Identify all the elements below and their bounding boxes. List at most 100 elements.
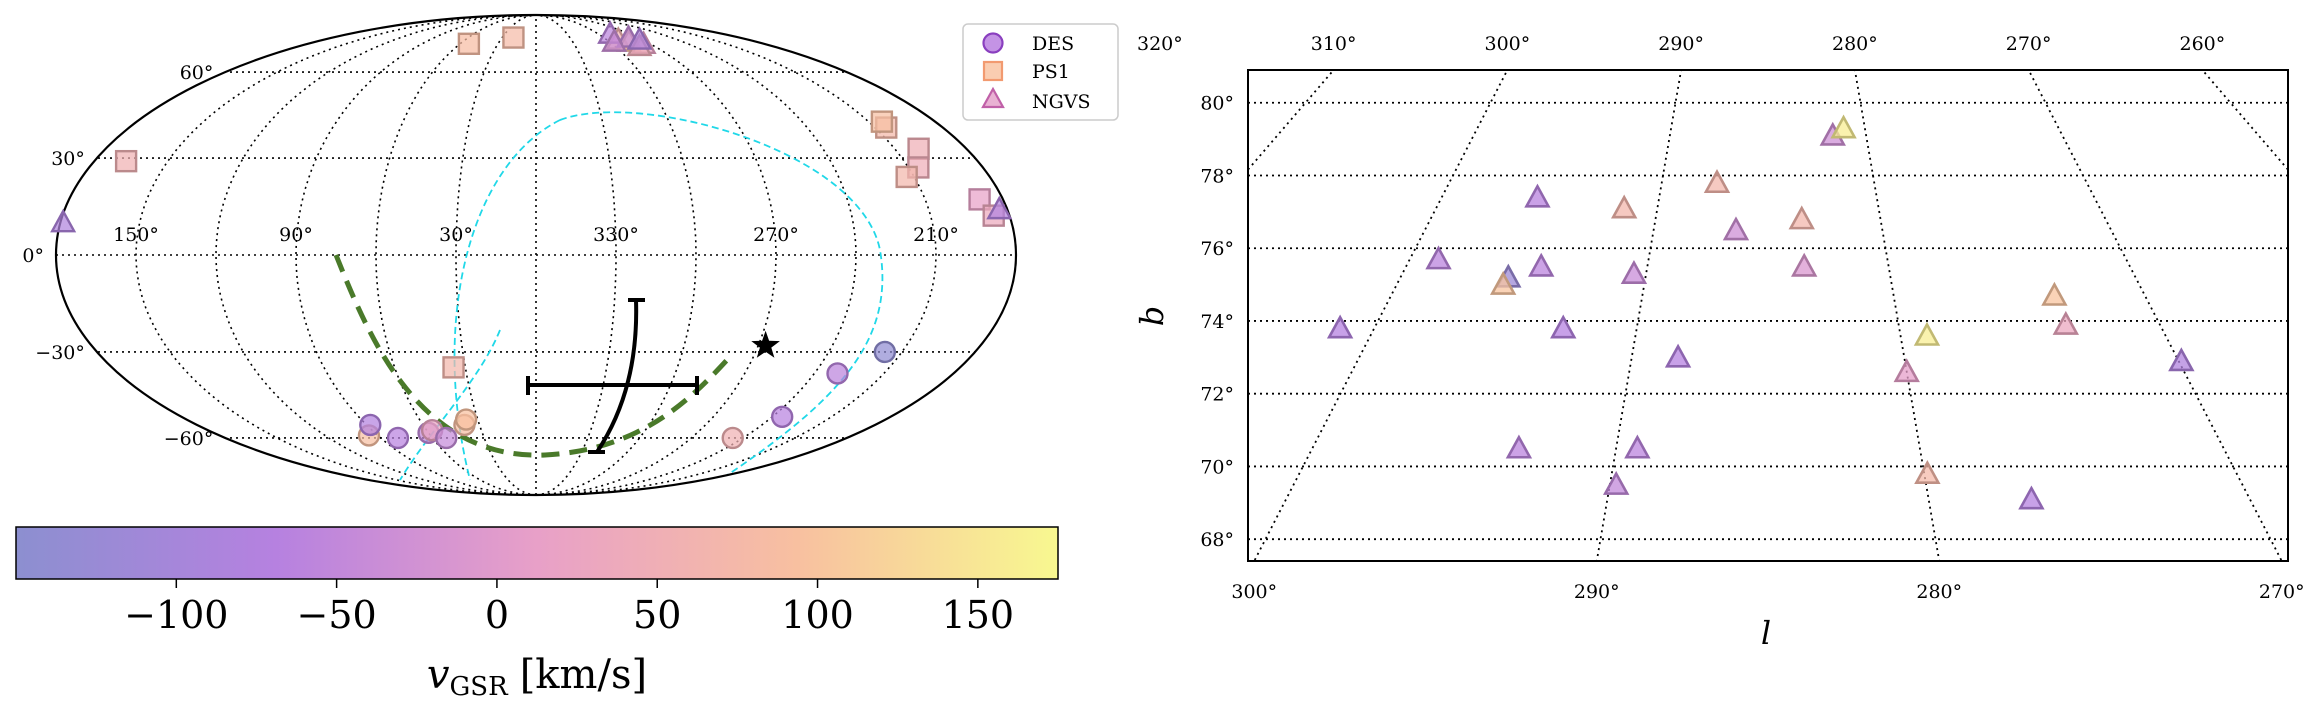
ngvs-zoom-point <box>1425 245 1452 270</box>
legend-des-marker <box>982 32 1004 54</box>
ngvs-zoom-point <box>1603 470 1630 495</box>
ngvs-zoom-point <box>1489 270 1517 295</box>
longitude-tick-label: 90° <box>279 224 313 246</box>
ps1-point <box>870 110 894 133</box>
zoom-bottom-tick-label: 280° <box>1916 581 1962 603</box>
zoom-top-tick-label: 290° <box>1658 33 1704 55</box>
zoom-y-tick-label: 76° <box>1200 238 1234 260</box>
mollweide-graticule <box>56 15 1016 495</box>
star-marker <box>751 330 780 358</box>
latitude-tick-label: −30° <box>35 342 85 364</box>
ngvs-zoom-point <box>1703 169 1731 194</box>
great-circle-lower <box>399 329 501 481</box>
meridian-line <box>535 15 937 495</box>
latitude-tick-label: 60° <box>180 62 214 84</box>
ngvs-point <box>601 28 628 52</box>
zoom-graticule <box>1248 70 2288 561</box>
colorbar-tick-label: 100 <box>781 593 854 637</box>
zoom-y-tick-label: 68° <box>1200 529 1234 551</box>
ngvs-zoom-point <box>1528 252 1555 277</box>
des-point <box>770 405 794 429</box>
colorbar-tick-label: −100 <box>124 593 228 637</box>
ngvs-zoom-point <box>1524 183 1551 208</box>
ngvs-zoom-point <box>1722 216 1750 241</box>
latitude-tick-label: 30° <box>51 148 85 170</box>
ps1-point <box>907 137 930 160</box>
colorbar-label: vGSR [km/s] <box>427 652 647 702</box>
zoom-x-axis-label: l <box>1761 614 1771 652</box>
meridian-line <box>535 15 777 495</box>
ngvs-zoom-point <box>2168 347 2195 372</box>
zoom-axes-frame <box>1247 69 2289 562</box>
latitude-tick-label: 0° <box>22 245 44 267</box>
des-point <box>721 426 744 450</box>
des-point <box>359 413 382 437</box>
ngvs-zoom-point <box>2052 310 2080 335</box>
ps1-point <box>114 149 138 173</box>
zoom-y-tick-label: 78° <box>1200 165 1234 187</box>
colorbar-tick-label: 50 <box>633 593 681 637</box>
longitude-gridline <box>1595 70 1683 561</box>
latitude-tick-label: −60° <box>164 428 214 450</box>
longitude-gridline <box>1253 70 1509 561</box>
zoom-top-tick-label: 310° <box>1311 33 1357 55</box>
longitude-gridline <box>2201 70 2288 172</box>
vertical-error-bar <box>595 299 639 454</box>
zoom-panel: 68° 70° 72° 74° 76° 78° 80° 300° 290° 280° 270° 320… <box>1133 33 2304 652</box>
colorbar-tick-label: −50 <box>297 593 377 637</box>
ngvs-zoom-point <box>1913 321 1941 346</box>
zoom-top-tick-label: 280° <box>1832 33 1878 55</box>
des-point <box>386 426 410 450</box>
legend-des-label: DES <box>1032 33 1074 55</box>
longitude-tick-label: 330° <box>593 224 639 246</box>
ngvs-zoom-point <box>1326 314 1354 339</box>
ngvs-zoom-point <box>1620 259 1648 284</box>
mollweide-points <box>50 20 1013 450</box>
ngvs-zoom-point <box>1624 434 1651 459</box>
longitude-tick-label: 150° <box>113 224 159 246</box>
zoom-y-tick-label: 74° <box>1200 311 1234 333</box>
zoom-y-tick-label: 70° <box>1200 456 1234 478</box>
ngvs-zoom-point <box>1788 205 1815 230</box>
colorbar-gradient <box>15 526 1059 580</box>
des-point <box>873 340 897 364</box>
ps1-point <box>502 26 525 49</box>
zoom-top-tick-label: 260° <box>2179 33 2225 55</box>
ngvs-zoom-point <box>1505 434 1533 459</box>
ps1-point <box>442 356 465 379</box>
zoom-y-axis-label: b <box>1133 306 1171 326</box>
ngvs-zoom-point <box>1893 358 1920 383</box>
ps1-point <box>895 165 918 189</box>
des-point <box>454 408 478 431</box>
longitude-tick-label: 270° <box>753 224 799 246</box>
legend: DES PS1 NGVS <box>962 23 1119 121</box>
mollweide-annotations <box>526 298 780 454</box>
meridian-line <box>215 15 537 495</box>
legend-ps1-label: PS1 <box>1032 61 1070 83</box>
ngvs-zoom-point <box>1914 460 1941 485</box>
zoom-top-tick-label: 270° <box>2006 33 2052 55</box>
ngvs-point <box>986 195 1013 220</box>
ps1-point <box>968 188 991 211</box>
ngvs-zoom-point <box>1664 343 1692 368</box>
latitude-tick-labels: 60° 30° 0° −30° −60° <box>22 62 213 450</box>
colorbar-tick-label: 150 <box>942 593 1015 637</box>
zoom-bottom-tick-label: 290° <box>1574 581 1620 603</box>
meridian-line <box>135 15 537 495</box>
longitude-gridline <box>1248 70 1335 172</box>
longitude-tick-label: 30° <box>439 224 473 246</box>
ngvs-zoom-point <box>1610 194 1638 219</box>
ngvs-zoom-point <box>2041 281 2068 306</box>
ngvs-point <box>626 26 653 50</box>
longitude-tick-label: 210° <box>913 224 959 246</box>
zoom-tick-labels: 68° 70° 72° 74° 76° 78° 80° 300° 290° 280° 270° 320… <box>1137 33 2304 603</box>
zoom-bottom-tick-label: 300° <box>1231 581 1277 603</box>
ngvs-zoom-point <box>1550 314 1577 339</box>
ps1-point <box>457 32 481 55</box>
zoom-y-tick-label: 80° <box>1200 93 1234 115</box>
colorbar-ticks: −100 −50 0 50 100 150 <box>124 579 1014 637</box>
longitude-tick-labels: 150° 90° 30° 330° 270° 210° <box>113 224 959 246</box>
legend-ps1-marker <box>982 60 1004 82</box>
colorbar: −100 −50 0 50 100 150 vGSR [km/s] <box>15 526 1059 702</box>
